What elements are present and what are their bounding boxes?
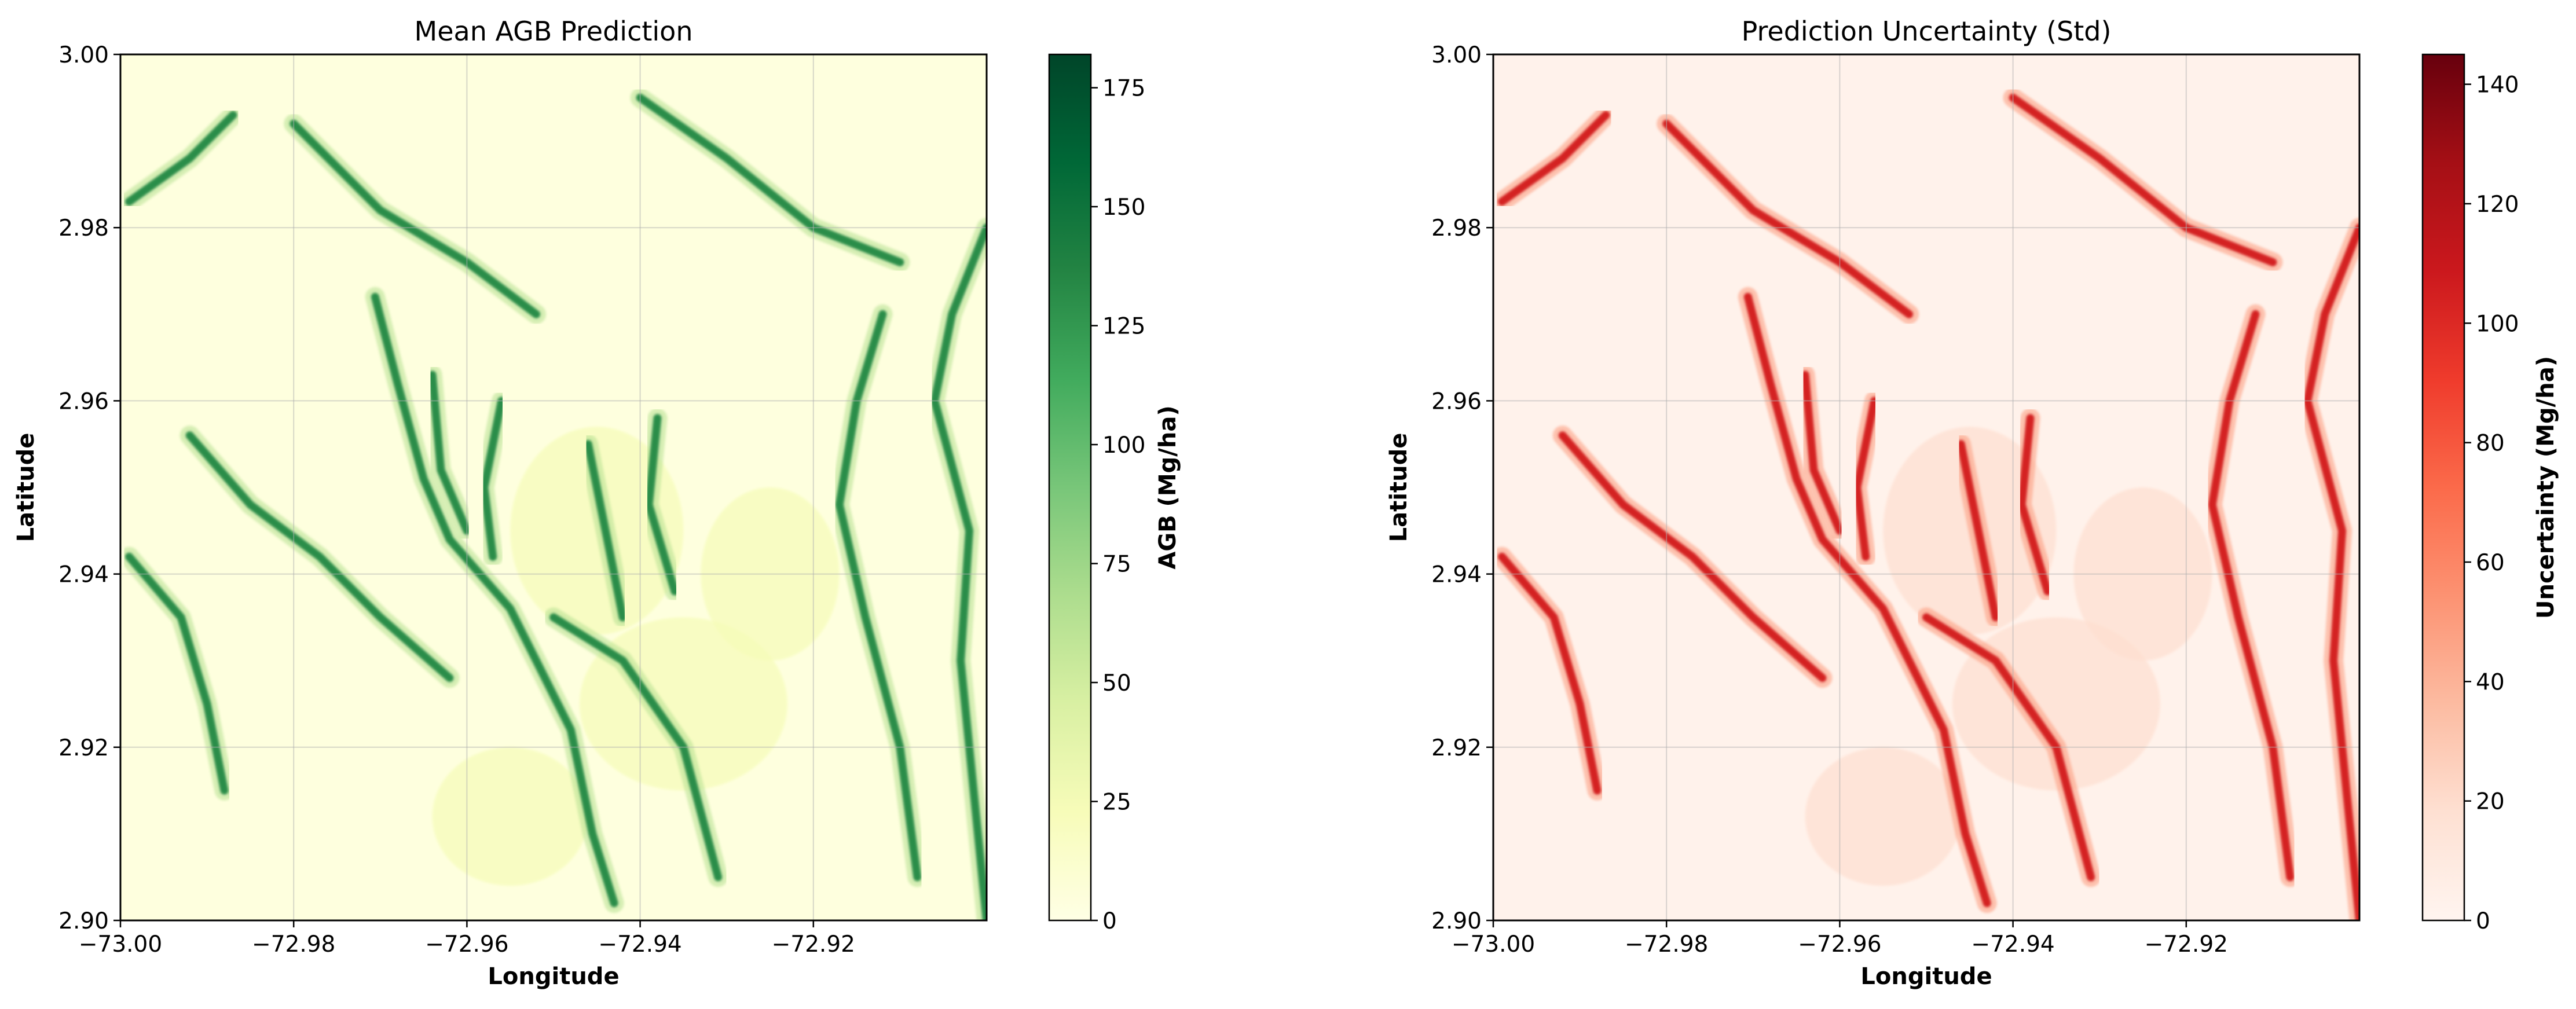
y-tick-label: 2.98: [58, 215, 109, 241]
heatmap-channel: [2017, 414, 2052, 596]
heatmap-channel: [930, 223, 987, 920]
heatmap-channel: [1498, 111, 1610, 206]
x-axis-label: Longitude: [488, 963, 619, 990]
heatmap-channel: [1922, 613, 2095, 882]
colorbar-tick-label: 50: [1102, 670, 1131, 696]
heatmap-channel: [125, 111, 237, 206]
x-axis-label: Longitude: [1860, 963, 1992, 990]
heatmap-channel: [1558, 431, 1827, 683]
heatmap-channel: [584, 440, 627, 622]
colorbar-tick-label: 25: [1102, 790, 1131, 816]
heatmap-patch: [1805, 747, 1961, 886]
colorbar-tick-label: 0: [1102, 908, 1117, 934]
grid: [120, 54, 987, 920]
x-tick-label: −72.98: [1625, 931, 1708, 957]
heatmap-channel: [1853, 397, 1879, 561]
y-tick-label: 2.90: [1431, 908, 1482, 934]
colorbar-tick-label: 125: [1102, 314, 1145, 340]
colorbar: [2421, 53, 2465, 922]
heatmap-channel: [2009, 93, 2277, 266]
colorbar-tick-label: 0: [2476, 908, 2490, 934]
y-tick-label: 3.00: [1431, 42, 1482, 68]
y-tick-label: 2.94: [58, 562, 109, 588]
heatmap-channel: [1956, 440, 2000, 622]
y-tick-label: 3.00: [58, 42, 109, 68]
colorbar-tick-label: 120: [2476, 192, 2519, 218]
y-tick-label: 2.92: [1431, 735, 1482, 761]
colorbar-tick-label: 175: [1102, 76, 1145, 102]
heatmap-patch: [432, 747, 588, 886]
colorbar-tick-label: 100: [2476, 311, 2519, 337]
grid: [1493, 54, 2359, 920]
heatmap-channel: [549, 613, 723, 882]
x-tick-label: −72.98: [252, 931, 335, 957]
y-tick-label: 2.90: [58, 908, 109, 934]
x-tick-label: −72.96: [1798, 931, 1881, 957]
plot-frame: [1492, 53, 2361, 922]
panel-mean-agb: Mean AGB Prediction −73.00 −72.98 −72.96 −72…: [13, 16, 1181, 990]
x-tick-label: −73.00: [1452, 931, 1535, 957]
colorbar-label: Uncertainty (Mg/ha): [2533, 356, 2559, 619]
colorbar-tick-label: 75: [1102, 552, 1131, 578]
y-tick-label: 2.94: [1431, 562, 1482, 588]
heatmap-channel: [2208, 310, 2295, 882]
x-tick-label: −72.94: [598, 931, 681, 957]
heatmap-channel: [290, 119, 541, 318]
heatmap-channel: [644, 414, 679, 596]
colorbar-tick-label: 60: [2476, 550, 2505, 576]
x-tick-label: −72.96: [425, 931, 508, 957]
heatmap-channel: [835, 310, 922, 882]
colorbar-label: AGB (Mg/ha): [1155, 405, 1181, 569]
x-tick-label: −72.92: [772, 931, 855, 957]
heatmap-channel: [428, 370, 471, 535]
chart-title: Mean AGB Prediction: [415, 16, 693, 47]
chart-title: Prediction Uncertainty (Std): [1742, 16, 2112, 47]
x-tick-label: −72.92: [2145, 931, 2228, 957]
colorbar-tick-label: 140: [2476, 72, 2519, 98]
panel-uncertainty: Prediction Uncertainty (Std) −73.00 −72.98…: [1386, 16, 2559, 990]
y-tick-label: 2.96: [58, 388, 109, 414]
plot-frame: [119, 53, 988, 922]
x-tick-label: −73.00: [79, 931, 162, 957]
colorbar-tick-label: 150: [1102, 195, 1145, 221]
colorbar-tick-label: 80: [2476, 431, 2505, 457]
heatmap-channel: [1801, 370, 1844, 535]
y-tick-label: 2.92: [58, 735, 109, 761]
y-tick-label: 2.96: [1431, 388, 1482, 414]
colorbar-tick-label: 100: [1102, 432, 1145, 458]
colorbar-tick-label: 20: [2476, 789, 2505, 815]
heatmap-channel: [1662, 119, 1914, 318]
colorbar: [1048, 53, 1092, 922]
y-axis-label: Latitude: [13, 433, 39, 542]
heatmap-channel: [2303, 223, 2359, 920]
heatmap-channel: [480, 397, 506, 561]
y-axis-label: Latitude: [1386, 433, 1412, 542]
colorbar-tick-label: 40: [2476, 669, 2505, 695]
x-tick-label: −72.94: [1971, 931, 2054, 957]
y-tick-label: 2.98: [1431, 215, 1482, 241]
heatmap-channel: [636, 93, 904, 266]
heatmap-channel: [185, 431, 454, 683]
